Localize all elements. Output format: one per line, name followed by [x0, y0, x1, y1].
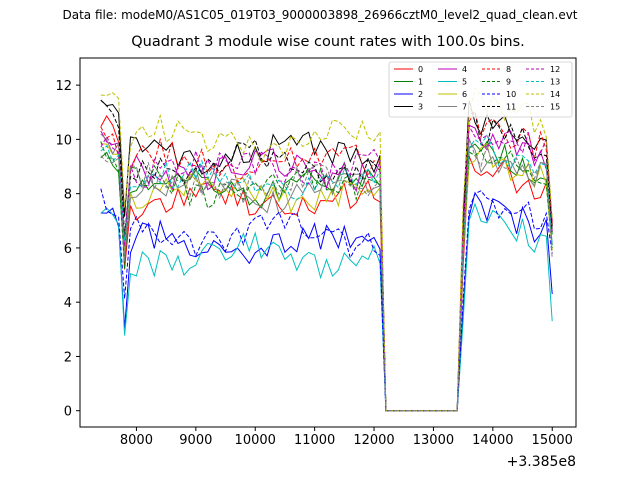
series-line-3 [100, 99, 553, 412]
series-line-15 [100, 138, 553, 412]
y-tick-label: 6 [64, 242, 72, 257]
series-line-5 [100, 202, 553, 412]
axes-frame [79, 57, 577, 428]
legend-label: 7 [462, 103, 467, 112]
legend-label: 4 [462, 65, 467, 74]
legend-label: 0 [418, 65, 423, 74]
x-tick-label: 9000 [179, 433, 212, 448]
series-line-13 [100, 134, 553, 412]
legend-label: 11 [506, 103, 516, 112]
legend-label: 3 [418, 103, 423, 112]
legend-label: 10 [506, 90, 516, 99]
series-line-11 [100, 99, 553, 412]
x-tick-label: 11000 [294, 433, 335, 448]
y-axis: 0 2 4 6 8 10 12 [55, 79, 80, 420]
y-tick-label: 0 [64, 405, 72, 420]
x-tick-label: 15000 [532, 433, 573, 448]
y-tick-label: 8 [64, 188, 72, 203]
legend-label: 9 [506, 78, 511, 87]
x-tick-label: 13000 [413, 433, 454, 448]
y-tick-label: 12 [55, 79, 72, 94]
x-offset-label: +3.385e8 [507, 454, 576, 470]
x-tick-label: 10000 [235, 433, 276, 448]
chart-title: Quadrant 3 module wise count rates with … [131, 34, 525, 50]
legend-label: 8 [506, 65, 511, 74]
y-tick-label: 4 [64, 296, 72, 311]
x-tick-label: 8000 [120, 433, 153, 448]
legend-label: 13 [550, 78, 560, 87]
legend-box [388, 61, 573, 118]
series-line-14 [100, 86, 553, 412]
x-tick-label: 14000 [472, 433, 513, 448]
series-line-2 [100, 191, 553, 412]
legend-label: 2 [418, 90, 423, 99]
series-line-9 [100, 141, 553, 412]
y-tick-label: 10 [55, 133, 72, 148]
legend-label: 5 [462, 78, 467, 87]
y-tick-label: 2 [64, 350, 72, 365]
plot-lines [100, 86, 553, 412]
legend-label: 15 [550, 103, 560, 112]
series-line-7 [100, 133, 553, 412]
x-tick-label: 12000 [353, 433, 394, 448]
series-line-12 [100, 124, 553, 412]
legend-label: 14 [550, 90, 560, 99]
series-line-1 [100, 140, 553, 412]
legend-label: 1 [418, 78, 423, 87]
series-line-8 [100, 110, 553, 412]
legend-label: 6 [462, 90, 467, 99]
legend-label: 12 [550, 65, 560, 74]
series-line-0 [100, 115, 553, 412]
series-line-10 [100, 188, 553, 412]
figure-suptitle: Data file: modeM0/AS1C05_019T03_90000038… [62, 8, 578, 22]
x-axis: 8000 9000 10000 11000 12000 13000 14000 15000 [120, 427, 573, 448]
series-line-6 [100, 143, 553, 412]
